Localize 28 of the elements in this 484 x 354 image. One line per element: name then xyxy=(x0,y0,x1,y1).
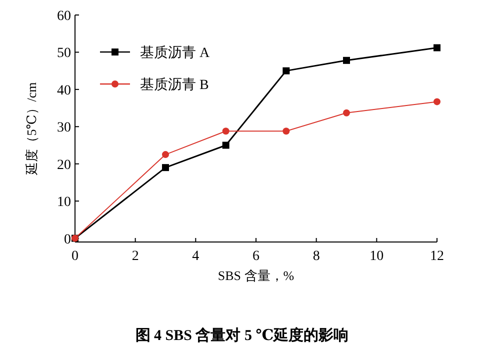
y-tick-label: 30 xyxy=(57,120,71,136)
x-tick-label: 10 xyxy=(370,249,384,264)
point xyxy=(282,67,290,74)
x-tick-label: 8 xyxy=(312,249,320,264)
x-axis-title: SBS 含量，% xyxy=(218,268,294,283)
x-tick-label: 2 xyxy=(132,249,139,264)
point xyxy=(162,164,169,172)
point xyxy=(222,128,230,135)
x-tick-label: 6 xyxy=(252,249,260,264)
point xyxy=(282,128,290,135)
text: 图 4 SBS 含量对 5 ℃延度的影响 xyxy=(135,326,349,344)
y-tick-label: 40 xyxy=(57,83,71,98)
point xyxy=(343,56,350,64)
legend-label: 基质沥青 A xyxy=(140,45,210,61)
y-tick-label: 20 xyxy=(57,158,71,173)
y-tick-label: 60 xyxy=(57,9,71,24)
legend-label: 基质沥青 B xyxy=(140,77,209,93)
point xyxy=(343,109,350,116)
point xyxy=(434,98,440,106)
point xyxy=(434,44,440,52)
y-tick-label: 50 xyxy=(57,46,71,62)
y-axis-title: 延度（5℃）/cm xyxy=(24,82,39,176)
x-tick-label: 12 xyxy=(430,249,444,264)
point xyxy=(162,151,169,158)
point xyxy=(222,142,230,149)
y-tick-label: 0 xyxy=(64,232,71,248)
y-tick-label: 10 xyxy=(57,195,71,210)
x-tick-label: 4 xyxy=(192,249,200,264)
